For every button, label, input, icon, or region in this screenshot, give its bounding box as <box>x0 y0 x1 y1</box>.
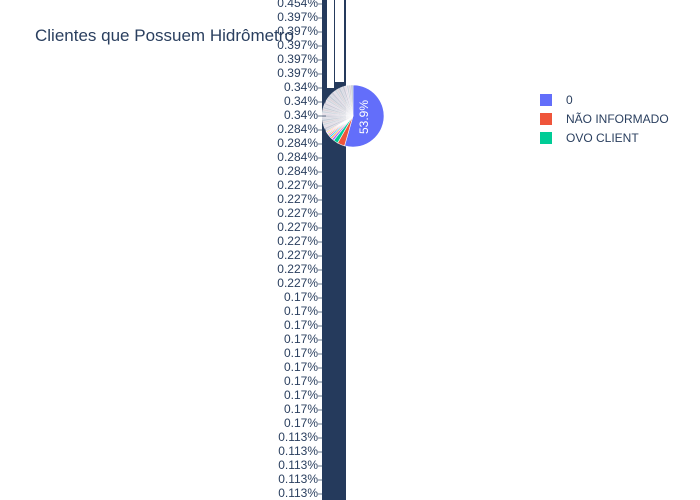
pie-slice[interactable] <box>344 84 385 148</box>
outside-percent-label: 0.227% <box>277 192 318 206</box>
outside-percent-label: 0.227% <box>277 276 318 290</box>
outside-percent-label: 0.397% <box>277 66 318 80</box>
legend-label: OVO CLIENT <box>566 130 639 145</box>
outside-percent-label: 0.34% <box>284 108 318 122</box>
outside-percent-label: 0.113% <box>278 486 318 500</box>
outside-percent-label: 0.17% <box>284 388 318 402</box>
leader-gap <box>335 0 344 82</box>
outside-percent-label: 0.17% <box>284 290 318 304</box>
legend-label: NÃO INFORMADO <box>566 111 669 126</box>
outside-percent-label: 0.113% <box>278 472 318 486</box>
outside-percent-label: 0.397% <box>277 24 318 38</box>
outside-percent-label: 0.17% <box>284 402 318 416</box>
pie-slices <box>321 84 385 148</box>
outside-percent-label: 0.113% <box>278 458 318 472</box>
outside-percent-label: 0.397% <box>277 38 318 52</box>
outside-percent-label: 0.17% <box>284 318 318 332</box>
chart-title: Clientes que Possuem Hidrômetro <box>35 26 294 45</box>
legend-item[interactable]: OVO CLIENT <box>540 128 669 147</box>
outside-percent-label: 0.227% <box>277 220 318 234</box>
outside-percent-label: 0.284% <box>277 164 318 178</box>
outside-percent-label: 0.284% <box>277 150 318 164</box>
outside-percent-label: 0.227% <box>277 248 318 262</box>
outside-percent-label: 0.284% <box>277 136 318 150</box>
outside-percent-label: 0.113% <box>278 444 318 458</box>
legend-swatch <box>540 112 552 125</box>
outside-percent-label: 0.227% <box>277 206 318 220</box>
outside-percent-label: 0.17% <box>284 304 318 318</box>
outside-percent-label: 0.284% <box>277 122 318 136</box>
outside-percent-label: 0.227% <box>277 234 318 248</box>
outside-percent-label: 0.397% <box>277 10 318 24</box>
leader-gap <box>327 0 334 88</box>
legend-swatch <box>540 93 552 106</box>
outside-percent-label: 0.34% <box>284 80 318 94</box>
legend-item[interactable]: NÃO INFORMADO <box>540 109 669 128</box>
leader-line-band <box>322 0 346 500</box>
outside-percent-label: 0.454% <box>277 0 318 10</box>
pie-slice[interactable] <box>350 84 354 117</box>
outside-percent-label: 0.17% <box>284 346 318 360</box>
legend-item[interactable]: 0 <box>540 90 669 109</box>
outside-percent-label: 0.17% <box>284 360 318 374</box>
outside-percent-label: 0.17% <box>284 416 318 430</box>
slice-percent-label: 53.9% <box>357 100 371 134</box>
chart-legend: 0 NÃO INFORMADO OVO CLIENT <box>540 90 669 147</box>
outside-percent-label: 0.113% <box>278 430 318 444</box>
outside-percent-label: 0.34% <box>284 94 318 108</box>
legend-label: 0 <box>566 92 573 107</box>
slice-labels: 53.9%0.454%0.397%0.397%0.397%0.397%0.397… <box>277 0 371 500</box>
outside-percent-label: 0.227% <box>277 178 318 192</box>
legend-swatch <box>540 131 552 144</box>
outside-percent-label: 0.397% <box>277 52 318 66</box>
outside-percent-label: 0.227% <box>277 262 318 276</box>
outside-percent-label: 0.17% <box>284 374 318 388</box>
outside-percent-label: 0.17% <box>284 332 318 346</box>
